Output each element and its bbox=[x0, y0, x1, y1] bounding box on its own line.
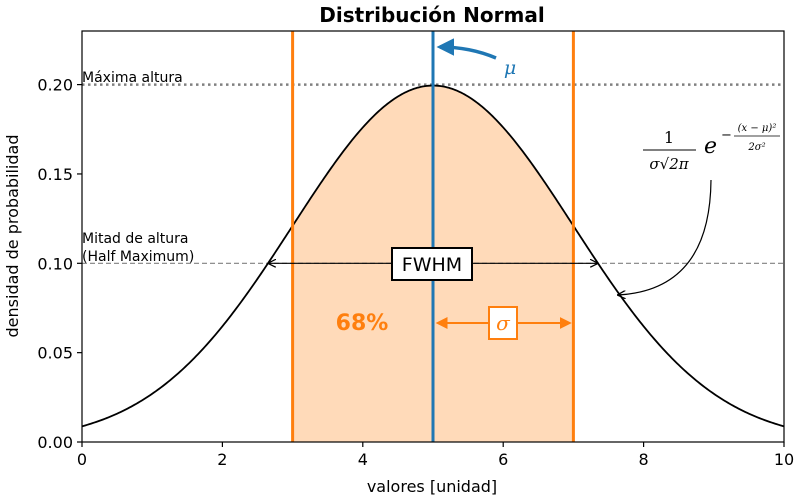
y-tick-label: 0.00 bbox=[37, 433, 73, 452]
y-tick-label: 0.20 bbox=[37, 76, 73, 95]
x-tick-label: 0 bbox=[77, 450, 87, 469]
max-height-label: Máxima altura bbox=[82, 70, 183, 86]
half-max-label-1: Mitad de altura bbox=[82, 231, 189, 247]
y-tick-label: 0.15 bbox=[37, 165, 73, 184]
formula-numerator: 1 bbox=[664, 128, 674, 147]
formula-denominator: σ√2π bbox=[649, 155, 689, 173]
mu-label: μ bbox=[504, 57, 516, 79]
chart-title: Distribución Normal bbox=[319, 3, 544, 27]
x-tick-label: 8 bbox=[639, 450, 649, 469]
x-tick-label: 10 bbox=[774, 450, 794, 469]
fwhm-label: FWHM bbox=[402, 254, 462, 276]
x-axis: 0 2 4 6 8 10 bbox=[77, 442, 794, 469]
formula-base: e bbox=[704, 134, 717, 159]
formula-exp-numerator: (x − μ)² bbox=[738, 123, 777, 134]
x-tick-label: 4 bbox=[358, 450, 368, 469]
half-max-label-2: (Half Maximum) bbox=[82, 249, 194, 265]
formula-arrow bbox=[618, 179, 712, 295]
x-axis-title: valores [unidad] bbox=[367, 477, 497, 496]
sigma-label: σ bbox=[496, 311, 511, 335]
percent-68-label: 68% bbox=[336, 311, 389, 336]
y-tick-label: 0.05 bbox=[37, 344, 73, 363]
y-tick-label: 0.10 bbox=[37, 254, 73, 273]
sigma-box bbox=[488, 306, 518, 340]
formula-exp-sign: − bbox=[721, 128, 732, 143]
formula-exp-denominator: 2σ² bbox=[747, 142, 765, 153]
mu-arrow bbox=[436, 38, 497, 60]
formula: 1 σ√2π e − (x − μ)² 2σ² bbox=[643, 123, 780, 173]
x-tick-label: 6 bbox=[498, 450, 508, 469]
plot-frame bbox=[81, 30, 785, 443]
y-axis: 0.00 0.05 0.10 0.15 0.20 bbox=[37, 76, 82, 452]
y-axis-title: densidad de probabilidad bbox=[3, 135, 22, 338]
fwhm-box bbox=[391, 247, 473, 281]
x-tick-label: 2 bbox=[217, 450, 227, 469]
